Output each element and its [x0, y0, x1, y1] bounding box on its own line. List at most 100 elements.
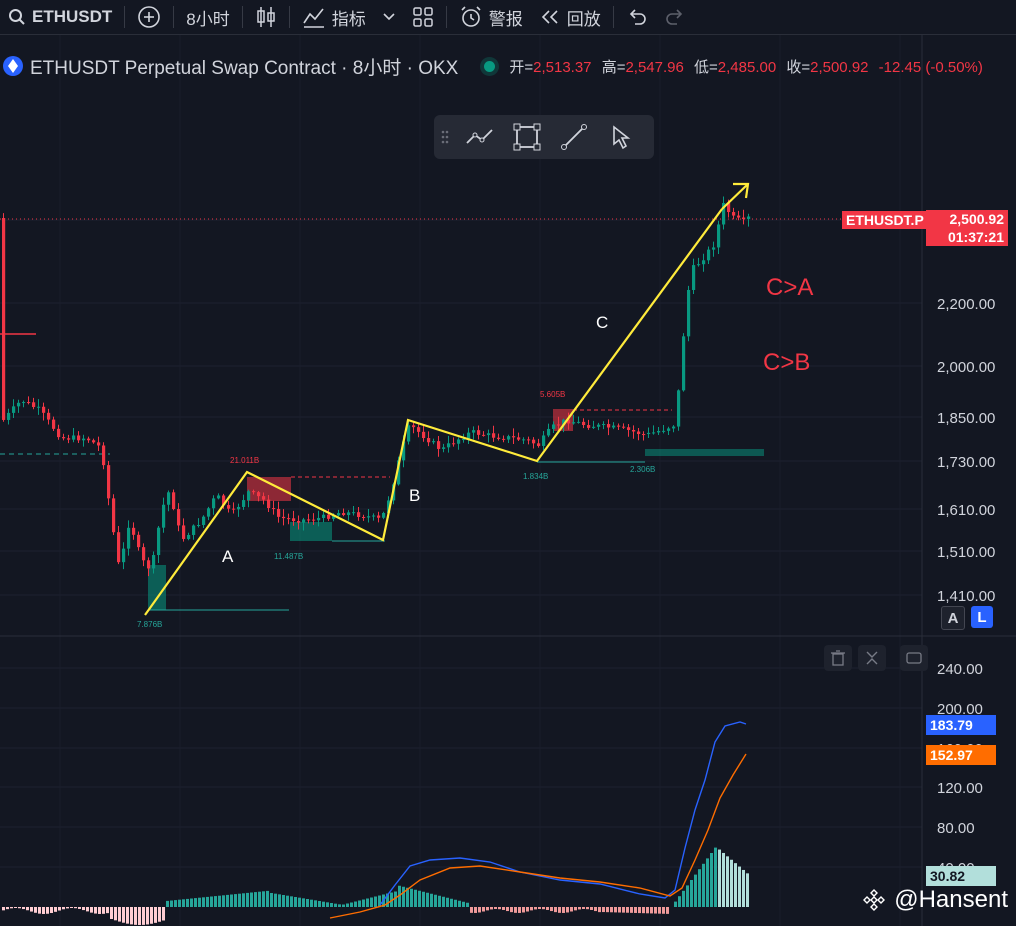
candle[interactable] — [82, 438, 86, 441]
candle[interactable] — [47, 412, 51, 420]
candle[interactable] — [152, 555, 156, 569]
candle[interactable] — [467, 432, 471, 440]
candle[interactable] — [457, 439, 461, 444]
candle[interactable] — [632, 429, 636, 432]
candle[interactable] — [267, 499, 271, 509]
candle[interactable] — [397, 460, 401, 485]
candle[interactable] — [462, 439, 466, 441]
candle[interactable] — [387, 500, 391, 513]
candle[interactable] — [192, 525, 196, 535]
candle[interactable] — [607, 424, 611, 428]
redo-button[interactable] — [656, 0, 694, 34]
candle[interactable] — [692, 265, 696, 290]
candle[interactable] — [172, 492, 176, 510]
candle[interactable] — [487, 433, 491, 436]
candle[interactable] — [117, 532, 121, 563]
candle[interactable] — [312, 519, 316, 521]
demand-zone-1[interactable] — [290, 522, 332, 541]
candle[interactable] — [97, 442, 101, 446]
candle[interactable] — [182, 525, 186, 539]
indicators-button[interactable]: 指标 — [294, 0, 374, 34]
candle[interactable] — [237, 506, 241, 510]
candle[interactable] — [17, 402, 21, 407]
candle[interactable] — [242, 500, 246, 507]
candle[interactable] — [642, 434, 646, 436]
compare-button[interactable] — [129, 0, 169, 34]
polyline-tool[interactable] — [456, 115, 503, 159]
candle[interactable] — [2, 218, 6, 420]
candle[interactable] — [202, 516, 206, 525]
candle[interactable] — [522, 439, 526, 441]
candle[interactable] — [492, 433, 496, 438]
candle[interactable] — [22, 402, 26, 404]
candle[interactable] — [637, 431, 641, 435]
candle[interactable] — [702, 260, 706, 265]
candle[interactable] — [232, 508, 236, 510]
candle[interactable] — [42, 406, 46, 413]
candle[interactable] — [282, 516, 286, 519]
candle[interactable] — [517, 437, 521, 440]
log-scale-button[interactable]: L — [971, 606, 993, 628]
candle[interactable] — [12, 406, 16, 413]
candle[interactable] — [277, 508, 281, 517]
candle[interactable] — [87, 438, 91, 441]
candle[interactable] — [512, 436, 516, 438]
candle[interactable] — [742, 217, 746, 220]
candle[interactable] — [162, 504, 166, 528]
candle[interactable] — [307, 519, 311, 521]
candle[interactable] — [477, 430, 481, 435]
candle[interactable] — [302, 519, 306, 523]
demand-zone-2[interactable] — [148, 565, 166, 610]
candle[interactable] — [132, 527, 136, 535]
drag-handle-icon[interactable] — [434, 129, 456, 145]
candle[interactable] — [597, 424, 601, 427]
wave-label-b[interactable]: B — [409, 486, 420, 505]
candle[interactable] — [507, 436, 511, 440]
candle[interactable] — [427, 438, 431, 443]
candle[interactable] — [437, 441, 441, 449]
candle[interactable] — [687, 289, 691, 337]
candle[interactable] — [112, 498, 116, 533]
candle[interactable] — [317, 517, 321, 521]
wave-label-c[interactable]: C — [596, 313, 608, 332]
candle[interactable] — [572, 422, 576, 424]
maximize-pane-button[interactable] — [900, 645, 928, 671]
cursor-tool[interactable] — [597, 115, 644, 159]
candle[interactable] — [497, 437, 501, 439]
legend-title[interactable]: ETHUSDT Perpetual Swap Contract · 8小时 · … — [30, 57, 459, 79]
candle[interactable] — [542, 435, 546, 446]
alert-button[interactable]: 警报 — [451, 0, 531, 34]
candle[interactable] — [677, 390, 681, 427]
candle[interactable] — [417, 427, 421, 432]
macd-histogram[interactable] — [2, 847, 749, 925]
market-status-dot[interactable] — [484, 60, 496, 72]
candle[interactable] — [347, 512, 351, 516]
candle[interactable] — [7, 412, 11, 420]
candle[interactable] — [32, 402, 36, 408]
candle[interactable] — [587, 425, 591, 428]
candle[interactable] — [207, 508, 211, 517]
candle[interactable] — [167, 492, 171, 505]
candle[interactable] — [602, 424, 606, 426]
candle[interactable] — [377, 515, 381, 518]
candle[interactable] — [292, 518, 296, 521]
candle[interactable] — [707, 249, 711, 261]
candle[interactable] — [482, 434, 486, 436]
wave-label-a[interactable]: A — [222, 547, 234, 566]
candle[interactable] — [367, 516, 371, 518]
undo-button[interactable] — [618, 0, 656, 34]
candle[interactable] — [382, 512, 386, 518]
candles[interactable] — [2, 196, 751, 577]
candle[interactable] — [252, 491, 256, 493]
candle[interactable] — [402, 441, 406, 461]
wave-line[interactable] — [144, 208, 723, 616]
candle[interactable] — [357, 512, 361, 517]
candle[interactable] — [157, 527, 161, 556]
auto-scale-button[interactable]: A — [941, 606, 965, 630]
candle[interactable] — [177, 509, 181, 526]
candle[interactable] — [212, 498, 216, 509]
candle[interactable] — [552, 424, 556, 429]
collapse-pane-button[interactable] — [858, 645, 886, 671]
candle[interactable] — [187, 534, 191, 539]
